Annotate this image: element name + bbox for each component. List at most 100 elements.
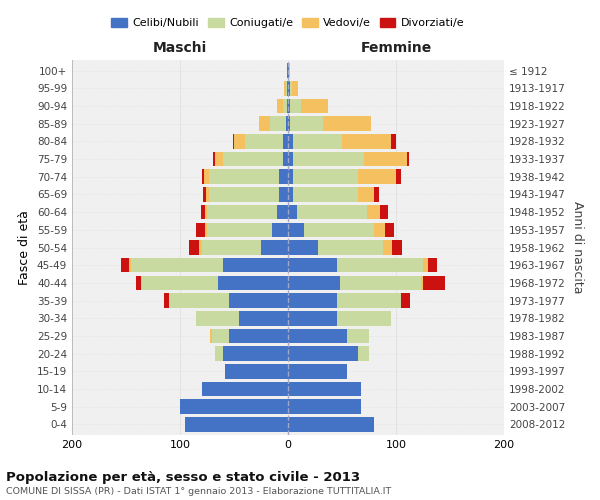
Bar bbox=[283, 98, 287, 113]
Bar bbox=[342, 134, 391, 148]
Bar bbox=[142, 276, 218, 290]
Bar bbox=[164, 294, 169, 308]
Bar bbox=[287, 98, 288, 113]
Bar bbox=[318, 240, 383, 255]
Bar bbox=[288, 294, 337, 308]
Bar bbox=[290, 81, 292, 96]
Bar bbox=[209, 187, 280, 202]
Bar bbox=[218, 276, 288, 290]
Bar bbox=[283, 134, 288, 148]
Bar bbox=[296, 205, 367, 220]
Bar bbox=[269, 116, 286, 131]
Bar bbox=[288, 222, 304, 237]
Bar bbox=[337, 258, 423, 272]
Bar bbox=[215, 152, 223, 166]
Bar bbox=[233, 134, 234, 148]
Bar bbox=[288, 116, 290, 131]
Bar bbox=[277, 205, 288, 220]
Bar bbox=[304, 222, 374, 237]
Legend: Celibi/Nubili, Coniugati/e, Vedovi/e, Divorziati/e: Celibi/Nubili, Coniugati/e, Vedovi/e, Di… bbox=[107, 13, 469, 32]
Bar bbox=[288, 311, 337, 326]
Bar bbox=[223, 346, 288, 361]
Bar bbox=[301, 98, 328, 113]
Bar bbox=[207, 205, 277, 220]
Bar bbox=[196, 311, 239, 326]
Bar bbox=[288, 382, 361, 396]
Bar bbox=[293, 187, 358, 202]
Bar bbox=[383, 240, 392, 255]
Bar bbox=[288, 400, 361, 414]
Bar bbox=[380, 205, 388, 220]
Bar bbox=[288, 187, 293, 202]
Bar bbox=[283, 152, 288, 166]
Bar bbox=[423, 276, 445, 290]
Bar bbox=[374, 187, 379, 202]
Bar bbox=[205, 222, 207, 237]
Bar bbox=[385, 222, 394, 237]
Text: Maschi: Maschi bbox=[153, 40, 207, 54]
Text: Femmine: Femmine bbox=[361, 40, 431, 54]
Bar bbox=[391, 134, 396, 148]
Bar bbox=[367, 205, 380, 220]
Bar bbox=[358, 170, 396, 184]
Text: COMUNE DI SISSA (PR) - Dati ISTAT 1° gennaio 2013 - Elaborazione TUTTITALIA.IT: COMUNE DI SISSA (PR) - Dati ISTAT 1° gen… bbox=[6, 486, 391, 496]
Bar bbox=[392, 240, 403, 255]
Bar bbox=[428, 258, 437, 272]
Bar bbox=[288, 98, 290, 113]
Bar bbox=[396, 170, 401, 184]
Bar bbox=[287, 81, 288, 96]
Bar bbox=[358, 187, 374, 202]
Bar bbox=[169, 294, 229, 308]
Bar bbox=[290, 98, 301, 113]
Bar bbox=[347, 328, 369, 343]
Bar bbox=[141, 276, 142, 290]
Bar bbox=[421, 276, 423, 290]
Bar bbox=[288, 328, 347, 343]
Bar bbox=[407, 152, 409, 166]
Bar bbox=[284, 81, 286, 96]
Bar bbox=[288, 364, 347, 378]
Bar bbox=[129, 258, 131, 272]
Bar bbox=[288, 152, 293, 166]
Bar bbox=[199, 240, 202, 255]
Bar bbox=[204, 170, 209, 184]
Bar bbox=[185, 417, 288, 432]
Bar bbox=[180, 400, 288, 414]
Bar bbox=[202, 240, 261, 255]
Bar bbox=[337, 311, 391, 326]
Bar bbox=[293, 152, 364, 166]
Bar bbox=[358, 346, 369, 361]
Bar bbox=[207, 222, 272, 237]
Bar bbox=[288, 276, 340, 290]
Bar bbox=[423, 258, 428, 272]
Bar bbox=[280, 187, 288, 202]
Bar bbox=[259, 116, 269, 131]
Bar bbox=[288, 417, 374, 432]
Bar bbox=[200, 205, 205, 220]
Bar bbox=[202, 170, 204, 184]
Bar bbox=[337, 294, 401, 308]
Bar bbox=[131, 258, 223, 272]
Bar bbox=[293, 134, 342, 148]
Bar bbox=[288, 64, 289, 78]
Bar bbox=[203, 187, 206, 202]
Bar bbox=[245, 134, 283, 148]
Bar bbox=[226, 364, 288, 378]
Bar bbox=[288, 240, 318, 255]
Bar bbox=[229, 294, 288, 308]
Bar bbox=[292, 81, 298, 96]
Bar bbox=[288, 170, 293, 184]
Y-axis label: Fasce di età: Fasce di età bbox=[19, 210, 31, 285]
Bar bbox=[323, 116, 371, 131]
Bar bbox=[288, 81, 290, 96]
Bar bbox=[272, 222, 288, 237]
Bar bbox=[289, 64, 290, 78]
Bar bbox=[287, 64, 288, 78]
Bar bbox=[286, 81, 287, 96]
Bar bbox=[196, 222, 205, 237]
Bar bbox=[364, 152, 407, 166]
Bar bbox=[288, 258, 337, 272]
Bar bbox=[229, 328, 288, 343]
Bar bbox=[277, 98, 283, 113]
Bar bbox=[215, 346, 223, 361]
